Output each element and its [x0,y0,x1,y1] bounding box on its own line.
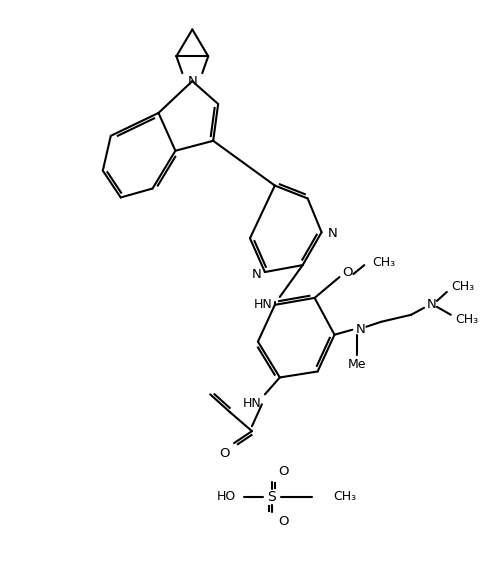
Text: O: O [219,446,229,459]
Text: HN: HN [243,397,261,410]
Text: O: O [342,266,352,279]
Text: CH₃: CH₃ [333,490,356,503]
Text: HO: HO [217,490,236,503]
Text: N: N [355,323,365,336]
Text: CH₃: CH₃ [373,256,396,269]
Text: N: N [427,298,437,311]
Text: N: N [328,227,337,240]
Text: O: O [279,515,289,528]
Text: CH₃: CH₃ [451,280,474,293]
Text: HN: HN [253,298,272,311]
Text: N: N [252,267,262,280]
Text: CH₃: CH₃ [455,313,478,327]
Text: O: O [279,466,289,479]
Text: N: N [187,75,197,88]
Text: S: S [268,490,276,504]
Text: Me: Me [348,358,367,371]
